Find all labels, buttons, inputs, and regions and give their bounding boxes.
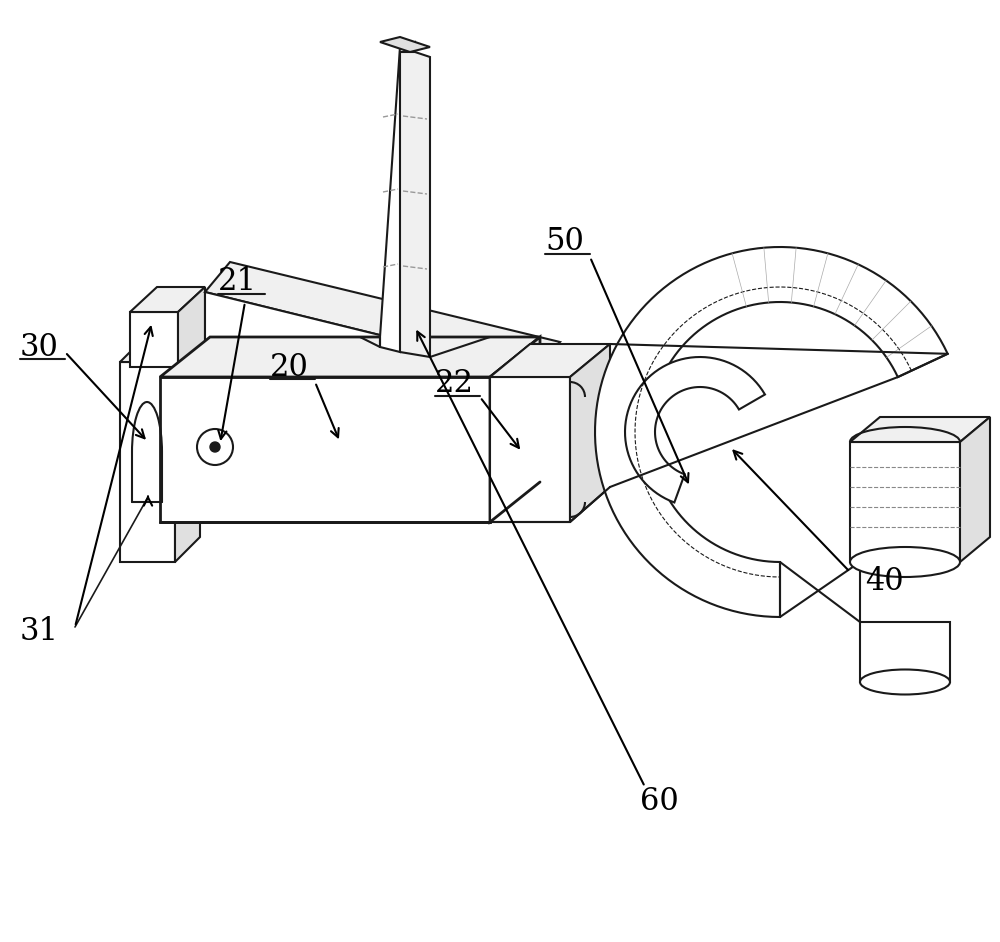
Polygon shape	[205, 292, 530, 422]
Polygon shape	[490, 377, 570, 522]
Polygon shape	[130, 312, 178, 367]
Polygon shape	[400, 52, 430, 357]
Polygon shape	[380, 42, 415, 352]
Polygon shape	[160, 377, 490, 522]
Polygon shape	[490, 337, 540, 522]
Polygon shape	[595, 247, 948, 617]
Text: 20: 20	[270, 351, 309, 382]
Polygon shape	[205, 262, 560, 372]
Polygon shape	[490, 344, 610, 377]
Circle shape	[210, 442, 220, 452]
Polygon shape	[120, 362, 175, 562]
Polygon shape	[860, 622, 950, 682]
Polygon shape	[130, 287, 205, 312]
Ellipse shape	[860, 670, 950, 694]
Text: 60: 60	[640, 787, 679, 818]
Text: 40: 40	[865, 566, 904, 597]
Text: 30: 30	[20, 332, 59, 363]
Text: 50: 50	[545, 226, 584, 257]
Polygon shape	[570, 344, 610, 522]
Polygon shape	[850, 417, 990, 442]
Polygon shape	[120, 337, 200, 362]
Polygon shape	[850, 442, 960, 562]
Polygon shape	[960, 417, 990, 562]
Text: 22: 22	[435, 368, 474, 399]
Polygon shape	[160, 337, 540, 377]
Polygon shape	[380, 37, 430, 52]
Polygon shape	[178, 287, 205, 367]
Ellipse shape	[850, 547, 960, 577]
Text: 31: 31	[20, 616, 59, 647]
Polygon shape	[175, 337, 200, 562]
Polygon shape	[625, 357, 765, 502]
Text: 21: 21	[218, 267, 257, 298]
